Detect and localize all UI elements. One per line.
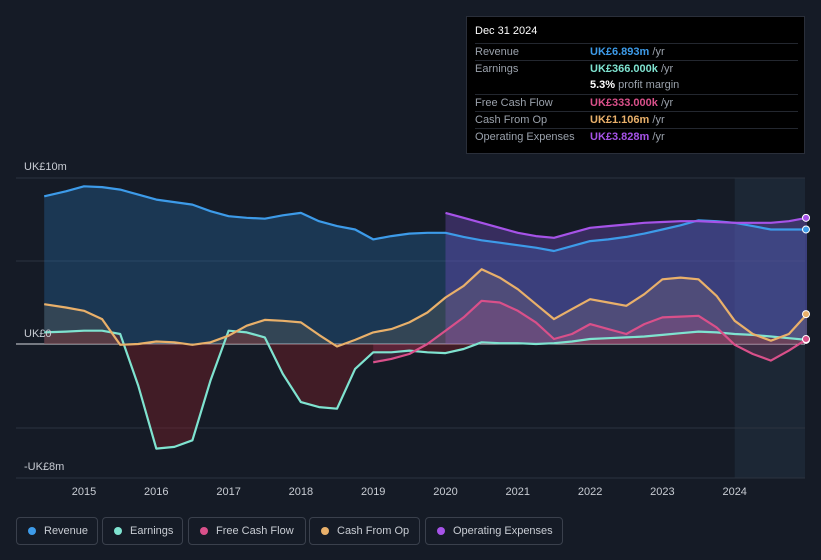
y-label-top: UK£10m: [24, 161, 67, 173]
tooltip-value-text: UK£3.828m: [590, 131, 650, 143]
tooltip-row-value: UK£3.828m /yr: [590, 131, 665, 143]
tooltip-row-earnings: Earnings UK£366.000k /yr: [475, 60, 798, 78]
tooltip-row-value: UK£6.893m /yr: [590, 46, 665, 58]
legend-dot-icon: [114, 527, 122, 535]
tooltip-unit-text: /yr: [660, 63, 674, 75]
legend-dot-icon: [437, 527, 445, 535]
earnings-area: [44, 330, 807, 449]
x-axis-ticks: 2015 2016 2017 2018 2019 2020 2021 2022 2023 2024: [72, 486, 747, 498]
legend-item-cash-from-op[interactable]: Cash From Op: [309, 517, 420, 545]
legend-item-operating-expenses[interactable]: Operating Expenses: [425, 517, 563, 545]
tooltip-unit-text: profit margin: [618, 79, 680, 91]
tooltip-panel: Dec 31 2024 Revenue UK£6.893m /yr Earnings…: [466, 16, 805, 154]
tooltip-row-cash-from-op: Cash From Op UK£1.106m /yr: [475, 111, 798, 129]
tooltip-row-label: Earnings: [475, 63, 519, 75]
operating-expenses-end-point: [802, 213, 810, 222]
legend-dot-icon: [200, 527, 208, 535]
tooltip-row-profit-margin: 5.3% profit margin: [475, 77, 798, 94]
tooltip-row-free-cash-flow: Free Cash Flow UK£333.000k /yr: [475, 94, 798, 112]
x-tick-label: 2021: [506, 486, 530, 498]
legend-label: Earnings: [130, 525, 174, 537]
operating-expenses-line: [445, 211, 808, 239]
x-tick-label: 2018: [289, 486, 313, 498]
revenue-end-point: [802, 225, 810, 234]
tooltip-row-label: Operating Expenses: [475, 131, 575, 143]
x-tick-label: 2016: [144, 486, 168, 498]
x-tick-label: 2015: [72, 486, 96, 498]
legend-item-free-cash-flow[interactable]: Free Cash Flow: [188, 517, 306, 545]
free-cash-flow-end-point: [802, 335, 810, 344]
tooltip-value-text: UK£366.000k: [590, 63, 658, 75]
tooltip-row-label: Free Cash Flow: [475, 97, 553, 109]
free-cash-flow-line: [372, 299, 808, 364]
cash-from-op-end-point: [802, 310, 810, 319]
earnings-line: [44, 329, 808, 450]
operating-expenses-area: [445, 212, 807, 344]
tooltip-row-value: UK£366.000k /yr: [590, 63, 673, 75]
tooltip-row-label: Revenue: [475, 46, 520, 58]
tooltip-unit-text: /yr: [660, 97, 674, 109]
legend-item-revenue[interactable]: Revenue: [16, 517, 98, 545]
tooltip-value-text: 5.3%: [590, 79, 616, 91]
x-tick-label: 2019: [361, 486, 385, 498]
tooltip-unit-text: /yr: [652, 114, 665, 126]
tooltip-unit-text: /yr: [652, 46, 665, 58]
x-tick-label: 2017: [216, 486, 240, 498]
x-tick-label: 2023: [650, 486, 674, 498]
tooltip-row-label: Cash From Op: [475, 114, 548, 126]
x-tick-label: 2022: [578, 486, 602, 498]
x-tick-label: 2020: [433, 486, 457, 498]
x-tick-label: 2024: [722, 486, 746, 498]
legend-label: Cash From Op: [337, 525, 410, 537]
y-label-bottom: -UK£8m: [24, 461, 64, 473]
tooltip-row-revenue: Revenue UK£6.893m /yr: [475, 43, 798, 61]
tooltip-value-text: UK£333.000k: [590, 97, 658, 109]
tooltip-row-value: 5.3% profit margin: [590, 79, 679, 91]
legend-item-earnings[interactable]: Earnings: [102, 517, 183, 545]
cash-from-op-area: [44, 269, 807, 347]
tooltip-row-value: UK£333.000k /yr: [590, 97, 673, 109]
tooltip-date: Dec 31 2024: [475, 25, 538, 37]
tooltip-value-text: UK£6.893m: [590, 46, 650, 58]
legend-label: Free Cash Flow: [216, 525, 294, 537]
revenue-line: [43, 185, 807, 253]
tooltip-value-text: UK£1.106m: [590, 114, 650, 126]
cash-from-op-line: [44, 268, 808, 348]
tooltip-row-value: UK£1.106m /yr: [590, 114, 665, 126]
legend-dot-icon: [28, 527, 36, 535]
legend-label: Operating Expenses: [453, 525, 553, 537]
tooltip-row-operating-expenses: Operating Expenses UK£3.828m /yr: [475, 128, 798, 146]
legend-label: Revenue: [44, 525, 89, 537]
plot-layer: [16, 177, 810, 479]
tooltip-unit-text: /yr: [652, 131, 665, 143]
legend-dot-icon: [321, 527, 329, 535]
y-label-zero: UK£0: [24, 328, 52, 340]
